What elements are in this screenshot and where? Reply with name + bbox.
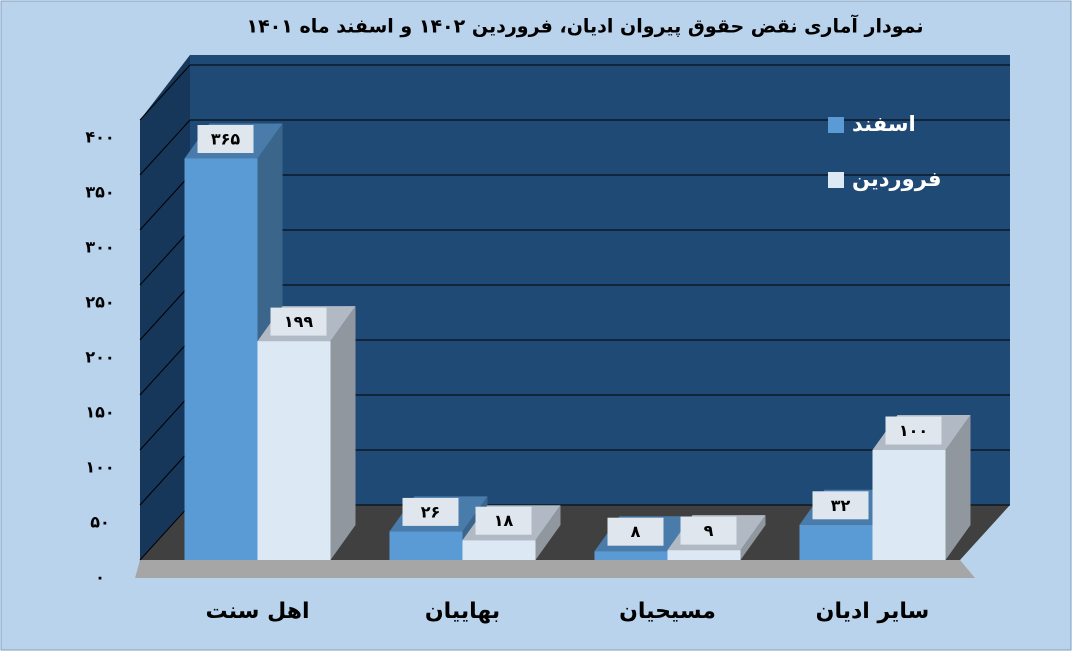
value-label: ۳۶۵ [211, 130, 241, 149]
grid-line [139, 64, 191, 121]
bar [257, 341, 331, 560]
bar [872, 450, 946, 560]
y-tick-label: ۳۰۰ [85, 238, 114, 257]
bar-side [535, 505, 561, 560]
legend-swatch [828, 172, 844, 188]
side-wall [140, 55, 190, 560]
value-label-box [885, 416, 942, 445]
grid-line [139, 394, 191, 451]
floor [140, 505, 1010, 560]
bar [462, 540, 536, 560]
grid-line [139, 449, 191, 506]
back-wall [190, 55, 1010, 505]
value-label: ۱۰۰ [899, 421, 928, 440]
bar-side [330, 306, 356, 560]
y-tick-label: ۳۵۰ [85, 183, 114, 202]
bar [799, 524, 873, 560]
x-tick-label: اهل سنت [206, 599, 310, 624]
value-label-box [270, 307, 327, 336]
value-label-box [607, 517, 664, 546]
y-tick-label: ۱۵۰ [85, 403, 114, 422]
legend-label: فروردین [852, 167, 942, 191]
y-tick-label: ۵۰ [90, 513, 110, 532]
value-label-box [402, 497, 459, 526]
grid-line [139, 119, 191, 176]
y-tick-label: ۲۵۰ [85, 293, 114, 312]
value-label: ۱۹۹ [284, 312, 314, 331]
value-label: ۹ [704, 521, 714, 540]
grid-line [139, 284, 191, 341]
grid-line [139, 504, 191, 561]
x-tick-label: بهاییان [425, 599, 500, 624]
value-label-box [197, 125, 254, 153]
y-tick-label: ۰ [95, 568, 105, 587]
y-tick-label: ۴۰۰ [85, 128, 114, 147]
grid-line [139, 174, 191, 231]
bar [389, 531, 463, 560]
y-tick-label: ۱۰۰ [85, 458, 114, 477]
bar-side [740, 515, 766, 560]
legend-swatch [828, 117, 844, 133]
value-label: ۳۲ [831, 496, 851, 515]
value-label: ۲۶ [421, 502, 441, 521]
bar [594, 551, 668, 560]
legend-label: اسفند [852, 112, 916, 136]
value-label-box [475, 506, 532, 535]
value-label-box [680, 516, 737, 545]
value-label: ۱۸ [494, 511, 514, 530]
bar [667, 550, 741, 560]
y-tick-label: ۲۰۰ [85, 348, 114, 367]
chart-title: نمودار آماری نقض حقوق پیروان ادیان، فرور… [246, 14, 923, 38]
floor-edge [135, 560, 975, 578]
value-label: ۸ [631, 522, 641, 541]
bar-side [945, 415, 971, 560]
x-tick-label: سایر ادیان [816, 599, 930, 624]
grid-line [139, 339, 191, 396]
x-tick-label: مسیحیان [619, 599, 716, 624]
grid-line [139, 229, 191, 286]
value-label-box [812, 491, 869, 520]
bar [184, 158, 258, 560]
